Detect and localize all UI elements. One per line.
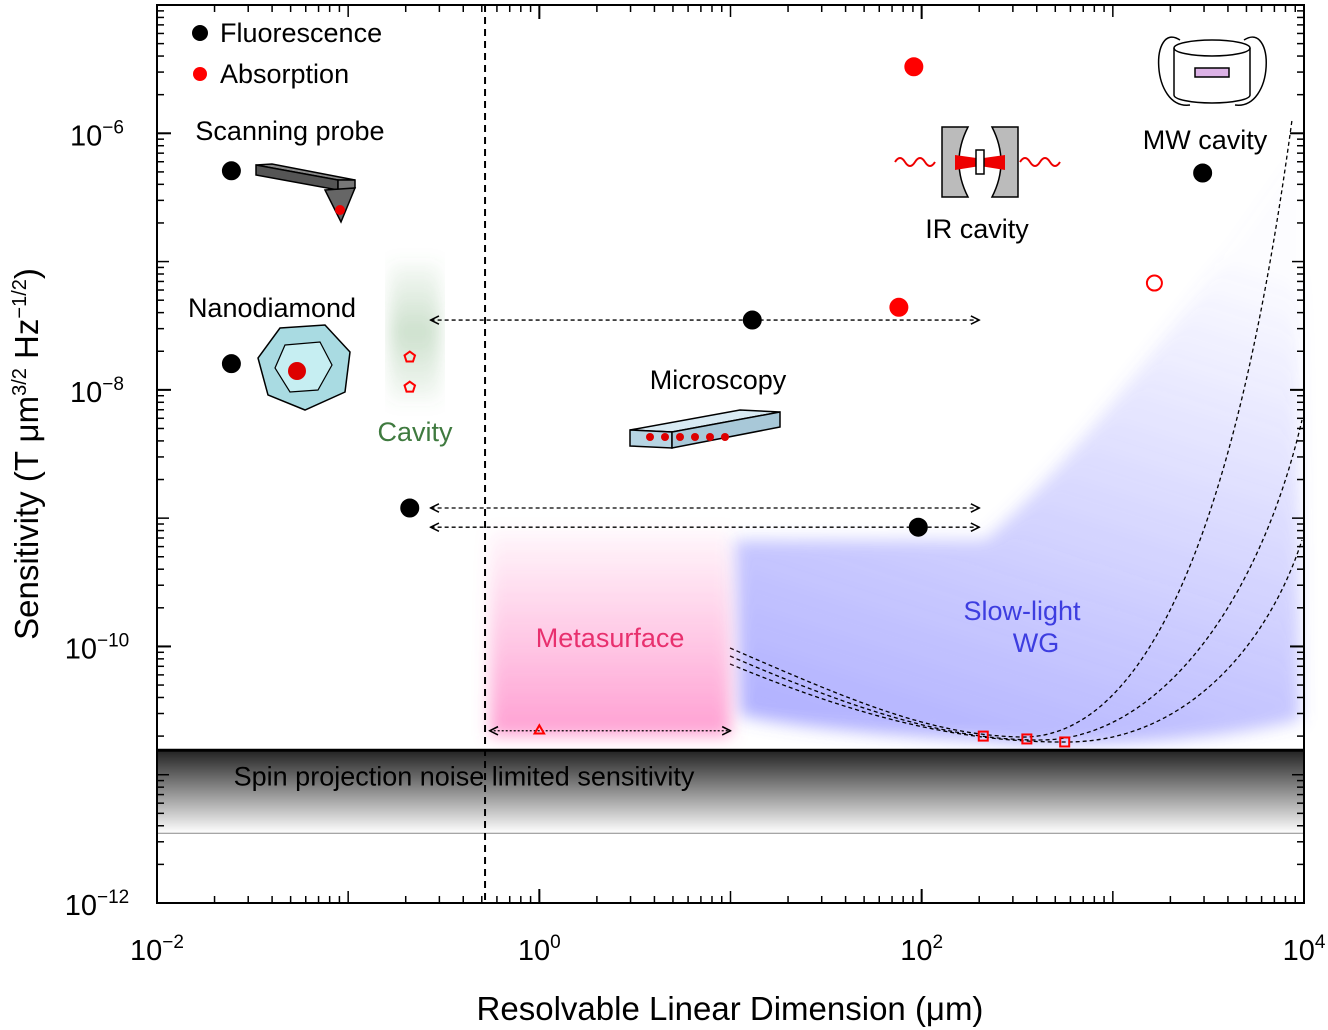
legend-label: Fluorescence: [220, 18, 382, 48]
data-point: [221, 354, 241, 374]
spin-noise-region: [157, 750, 1304, 834]
y-label-part: ): [8, 268, 45, 279]
annotation: Cavity: [377, 417, 453, 447]
data-point: [403, 350, 417, 363]
x-tick-label: 104: [1283, 932, 1326, 967]
data-point: [403, 380, 417, 393]
annotation: MW cavity: [1143, 125, 1268, 155]
annotation: Nanodiamond: [188, 293, 356, 323]
background-layer: [390, 150, 1300, 744]
curve: [729, 419, 1303, 741]
legend-marker: [192, 25, 208, 41]
data-point: [1021, 733, 1033, 745]
annotation: Scanning probe: [195, 116, 384, 146]
y-label-part: Hz: [8, 319, 45, 369]
data-point: [400, 498, 420, 518]
metasurface-region: [489, 530, 731, 737]
curve: [729, 119, 1293, 738]
y-tick-label: 10−12: [65, 887, 130, 922]
y-tick-label: 10−8: [70, 374, 124, 409]
legend-label: Absorption: [220, 59, 349, 89]
nanodiamond-icon: [257, 324, 351, 411]
cavity-region: [390, 262, 440, 402]
x-tick-label: 100: [518, 932, 561, 967]
regions: Metasurface Spin projection noise limited…: [157, 530, 1304, 834]
mw-cavity-icon: [1157, 36, 1267, 106]
scanning-probe-icon: [255, 163, 357, 224]
annotations: Scanning probe Nanodiamond Cavity Micros…: [188, 116, 1268, 658]
microscopy-icon: [629, 409, 781, 449]
legend-marker: [193, 67, 207, 81]
annotation: Microscopy: [650, 365, 787, 395]
x-axis-label: Resolvable Linear Dimension (μm): [477, 990, 984, 1027]
y-label-sup: −1/2: [9, 279, 31, 318]
data-point: [904, 57, 924, 77]
y-tick-label: 10−6: [70, 117, 124, 152]
y-label-sup: 3/2: [9, 368, 31, 396]
x-tick-label: 10−2: [130, 932, 184, 967]
annotation: Slow-light: [963, 596, 1081, 626]
x-tick-label: 102: [900, 932, 943, 967]
data-point: [221, 161, 241, 181]
annotation: WG: [1013, 628, 1060, 658]
y-tick-label: 10−10: [65, 630, 130, 665]
y-label-part: Sensitivity (T μm: [8, 396, 45, 640]
region-label: Metasurface: [536, 623, 685, 653]
data-point: [532, 723, 546, 735]
annotation: IR cavity: [925, 214, 1029, 244]
icons: [255, 36, 1267, 449]
data-point: [1059, 736, 1071, 748]
data-point: [977, 730, 989, 742]
y-axis-label: Sensitivity (T μm3/2 Hz−1/2): [8, 268, 45, 640]
data-point: [908, 517, 928, 537]
slow-light-region: [735, 150, 1300, 744]
region-label: Spin projection noise limited sensitivit…: [234, 761, 695, 791]
data-point: [889, 297, 909, 317]
data-point: [1145, 274, 1163, 292]
ir-cavity-icon: [894, 126, 1061, 198]
data-point: [742, 310, 762, 330]
data-point: [1193, 163, 1213, 183]
